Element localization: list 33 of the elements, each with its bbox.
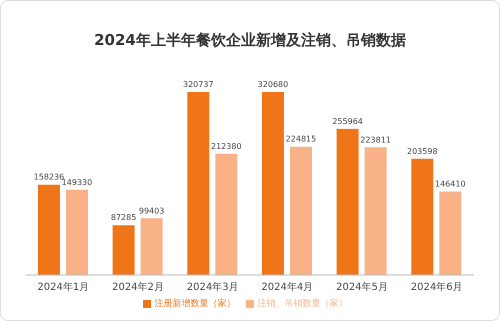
data-label: 203598 xyxy=(407,146,438,156)
legend-label: 注册新增数量（家） xyxy=(154,299,236,309)
x-tick-label: 2024年1月 xyxy=(37,281,90,294)
bar xyxy=(290,146,312,275)
legend-label: 注销、吊销数量（家） xyxy=(258,299,348,309)
bar xyxy=(112,225,135,275)
data-label: 255964 xyxy=(332,116,363,126)
data-label: 224815 xyxy=(286,134,316,144)
x-tick-label: 2024年2月 xyxy=(112,281,164,294)
x-tick-label: 2024年3月 xyxy=(186,281,239,294)
data-label: 146410 xyxy=(435,179,466,188)
bar xyxy=(262,92,284,275)
x-tick-label: 2024年4月 xyxy=(261,281,314,294)
chart-title: 2024年上半年餐饮企业新增及注销、吊销数据 xyxy=(93,31,407,50)
bar xyxy=(38,184,60,275)
data-label: 99403 xyxy=(138,206,164,216)
bar xyxy=(215,154,238,275)
bar xyxy=(187,92,210,275)
bar xyxy=(336,128,359,275)
bar xyxy=(140,218,163,275)
bar xyxy=(411,158,434,275)
data-label: 87285 xyxy=(110,213,136,222)
data-label: 158236 xyxy=(34,172,64,182)
data-label: 320680 xyxy=(258,80,288,89)
data-label: 212380 xyxy=(211,142,242,151)
data-label: 320737 xyxy=(183,80,214,89)
data-label: 149330 xyxy=(62,178,92,187)
bar xyxy=(364,147,387,275)
bar xyxy=(66,190,88,275)
x-tick-label: 2024年5月 xyxy=(336,281,388,294)
data-label: 223811 xyxy=(360,135,391,144)
x-tick-label: 2024年6月 xyxy=(410,281,463,294)
bar xyxy=(439,191,462,275)
